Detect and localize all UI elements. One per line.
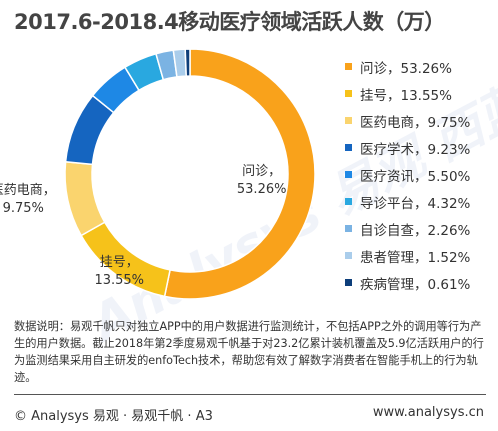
legend-item-医疗资讯: 医疗资讯，5.50%	[345, 161, 495, 188]
data-note: 数据说明：易观千帆只对独立APP中的用户数据进行监测统计，不包括APP之外的调用…	[14, 320, 484, 384]
slice-label-医药电商: 医药电商，	[0, 183, 56, 198]
legend-label: 导诊平台，4.32%	[360, 195, 471, 212]
legend-item-问诊: 问诊，53.26%	[345, 53, 495, 80]
legend-label: 患者管理，1.52%	[360, 249, 471, 266]
slice-疾病管理	[184, 48, 191, 77]
legend-item-自诊自查: 自诊自查，2.26%	[345, 215, 495, 242]
donut-chart: 问诊， 53.26% 挂号， 13.55% 医药电商， 9.75%	[0, 48, 316, 300]
legend-swatch	[345, 171, 352, 178]
chart-legend: 问诊，53.26% 挂号，13.55% 医药电商，9.75% 医疗学术，9.23% 医疗…	[345, 53, 495, 296]
legend-item-疾病管理: 疾病管理，0.61%	[345, 269, 495, 296]
slice-label-挂号: 挂号，	[100, 255, 139, 270]
legend-swatch	[345, 90, 352, 97]
slice-label-问诊: 问诊，	[242, 164, 281, 179]
legend-label: 问诊，53.26%	[360, 60, 452, 77]
legend-label: 挂号，13.55%	[360, 87, 452, 104]
legend-label: 医疗学术，9.23%	[360, 141, 471, 158]
legend-item-医疗学术: 医疗学术，9.23%	[345, 134, 495, 161]
legend-swatch	[345, 252, 352, 259]
donut-slices	[64, 48, 316, 300]
legend-swatch	[345, 279, 352, 286]
legend-item-挂号: 挂号，13.55%	[345, 80, 495, 107]
legend-swatch	[345, 63, 352, 70]
slice-value-医药电商: 9.75%	[3, 201, 44, 216]
legend-swatch	[345, 198, 352, 205]
legend-label: 疾病管理，0.61%	[360, 276, 471, 293]
legend-label: 医药电商，9.75%	[360, 114, 471, 131]
legend-label: 医疗资讯，5.50%	[360, 168, 471, 185]
slice-医药电商	[64, 160, 106, 237]
legend-label: 自诊自查，2.26%	[360, 222, 471, 239]
footer-url[interactable]: www.analysys.cn	[372, 405, 484, 420]
legend-swatch	[345, 144, 352, 151]
legend-item-医药电商: 医药电商，9.75%	[345, 107, 495, 134]
slice-labels: 问诊， 53.26% 挂号， 13.55% 医药电商， 9.75%	[0, 164, 286, 288]
slice-value-挂号: 13.55%	[94, 273, 144, 288]
footer-source: © Analysys 易观 · 易观千帆 · A3	[14, 409, 213, 424]
legend-swatch	[345, 117, 352, 124]
chart-title: 2017.6-2018.4移动医疗领域活跃人数（万）	[14, 10, 445, 34]
legend-item-导诊平台: 导诊平台，4.32%	[345, 188, 495, 215]
footer-divider	[14, 394, 486, 395]
slice-value-问诊: 53.26%	[237, 182, 287, 197]
slice-问诊	[163, 48, 316, 300]
legend-swatch	[345, 225, 352, 232]
legend-item-患者管理: 患者管理，1.52%	[345, 242, 495, 269]
